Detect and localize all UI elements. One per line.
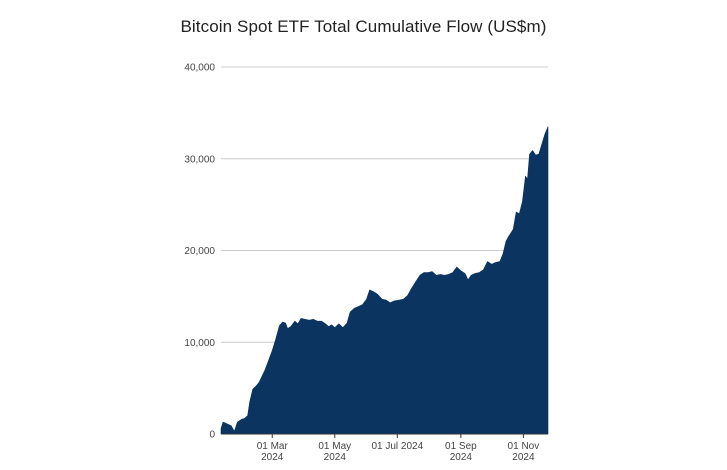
series-layer bbox=[220, 126, 549, 435]
x-tick-label: 01 Jul 2024 bbox=[371, 441, 423, 452]
x-tick-label: 01 Nov bbox=[508, 441, 540, 452]
x-tick-label-year: 2024 bbox=[324, 452, 347, 463]
chart-title: Bitcoin Spot ETF Total Cumulative Flow (… bbox=[180, 17, 547, 36]
x-tick-label-year: 2024 bbox=[261, 452, 284, 463]
x-tick-label: 01 Sep bbox=[445, 441, 477, 452]
y-tick-label: 30,000 bbox=[184, 154, 215, 165]
y-tick-label: 40,000 bbox=[184, 63, 215, 74]
x-tick-label: 01 Mar bbox=[257, 441, 289, 452]
x-tick-label-year: 2024 bbox=[512, 452, 535, 463]
x-tick-label-year: 2024 bbox=[450, 452, 473, 463]
y-tick-label: 0 bbox=[209, 430, 215, 441]
y-tick-label: 20,000 bbox=[184, 246, 215, 257]
y-tick-label: 10,000 bbox=[184, 338, 215, 349]
x-tick-label: 01 May bbox=[318, 441, 351, 452]
series-area bbox=[220, 126, 549, 435]
